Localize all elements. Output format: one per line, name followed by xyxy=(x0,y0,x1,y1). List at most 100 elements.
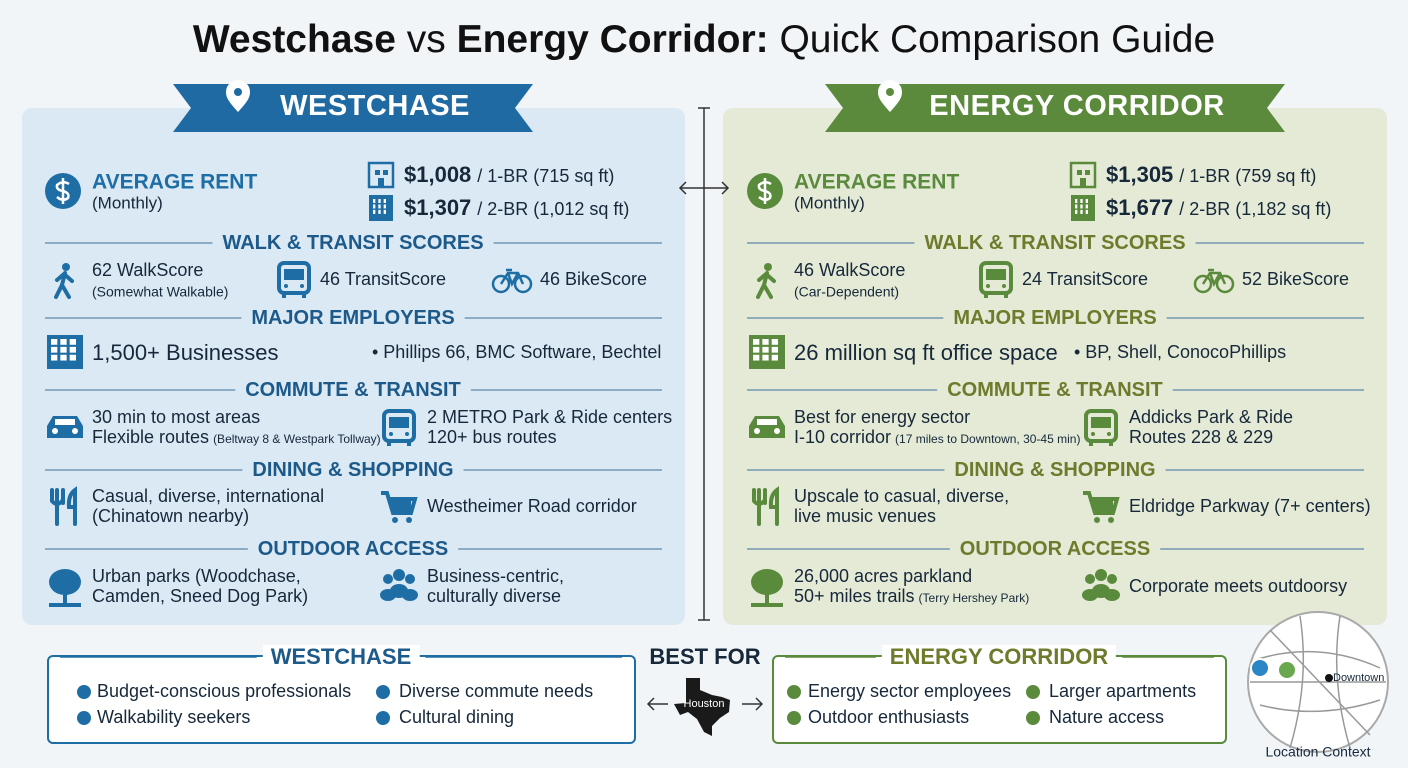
icon xyxy=(375,170,380,175)
icon xyxy=(60,339,67,345)
ribbon xyxy=(173,84,533,132)
section-heading: OUTDOOR ACCESS xyxy=(257,538,449,560)
detail-line: culturally diverse xyxy=(427,586,562,607)
icon xyxy=(1075,209,1078,214)
bullet-icon xyxy=(376,711,390,725)
icon xyxy=(51,346,58,353)
icon xyxy=(284,269,304,280)
arrow xyxy=(646,697,764,711)
text: Westheimer Road corridor xyxy=(427,496,637,517)
detail-line: Casual, diverse, international xyxy=(92,486,325,507)
detail-line: Urban parks (Woodchase, xyxy=(92,566,301,587)
panel-bg xyxy=(22,108,685,625)
title-part: Quick Comparison Guide xyxy=(779,18,1216,61)
detail-line: Camden, Sneed Dog Park) xyxy=(92,586,309,607)
rent-price: $1,307 xyxy=(404,194,472,220)
detail-line: (Chinatown nearby) xyxy=(92,506,249,527)
icon xyxy=(277,261,311,295)
texas-map xyxy=(674,678,730,736)
bullet-icon xyxy=(376,685,390,699)
detail-line: Westheimer Road corridor xyxy=(427,496,637,517)
icon xyxy=(282,293,306,298)
detail-line: Eldridge Parkway (7+ centers) xyxy=(1129,496,1371,517)
rent-price: $1,677 xyxy=(1106,194,1174,220)
icon xyxy=(373,199,376,203)
icon xyxy=(1215,274,1235,294)
rent-row: $1,677/ 2-BR (1,182 sq ft) xyxy=(1106,194,1332,220)
icon xyxy=(378,199,381,203)
icon xyxy=(406,517,412,523)
icon xyxy=(383,199,386,203)
icon xyxy=(1071,195,1095,221)
bullet-icon xyxy=(77,711,91,725)
icon xyxy=(369,195,393,221)
title-part: Westchase xyxy=(192,18,396,61)
map-pin xyxy=(1250,658,1270,678)
employers-summary: 26 million sq ft office space xyxy=(794,339,1058,365)
employers-list: • BP, Shell, ConocoPhillips xyxy=(1074,342,1287,363)
icon xyxy=(986,269,1006,280)
map-caption: Location Context xyxy=(1265,743,1371,760)
bullet-icon xyxy=(1026,685,1040,699)
icon xyxy=(378,209,381,214)
rent-price: $1,305 xyxy=(1106,161,1174,187)
icon xyxy=(1075,204,1078,209)
icon xyxy=(771,354,778,361)
icon xyxy=(51,354,58,361)
bullet-icon xyxy=(787,711,801,725)
icon xyxy=(72,428,78,434)
map-road xyxy=(1250,615,1386,749)
icon xyxy=(51,339,58,345)
map-label: Downtown xyxy=(1333,671,1385,684)
icon xyxy=(753,354,760,361)
text: Business-centric, xyxy=(427,566,565,587)
text: Urban parks (Woodchase, xyxy=(92,566,301,587)
icon xyxy=(762,339,769,345)
score: 62 WalkScore xyxy=(92,260,204,281)
ribbon-icon xyxy=(234,88,242,96)
title-part: vs xyxy=(406,18,446,61)
score-note: (Car-Dependent) xyxy=(794,283,900,300)
text: 50+ miles trails xyxy=(794,586,915,607)
icon xyxy=(378,204,381,209)
icon xyxy=(50,486,77,526)
rent-label: AVERAGE RENT xyxy=(794,170,960,194)
texas-label: Houston xyxy=(683,697,725,710)
icon xyxy=(1080,178,1086,187)
title-part: Energy Corridor: xyxy=(456,18,769,61)
bestfor-item: Walkability seekers xyxy=(97,707,251,728)
icon xyxy=(54,271,74,299)
section-heading: OUTDOOR ACCESS xyxy=(959,538,1151,560)
icon xyxy=(1083,491,1120,515)
text: live music venues xyxy=(794,506,937,527)
bestfor-item: Larger apartments xyxy=(1049,681,1197,702)
score: 24 TransitScore xyxy=(1022,269,1149,290)
ribbon-icon xyxy=(886,88,894,96)
icon xyxy=(1093,500,1113,511)
icon xyxy=(49,569,81,595)
icon xyxy=(1085,170,1090,175)
detail-line: Best for energy sector xyxy=(794,407,970,428)
text: Routes 228 & 229 xyxy=(1129,427,1274,448)
icon xyxy=(69,354,76,361)
note: (Terry Hershey Park) xyxy=(918,591,1030,606)
bestfor-item: Nature access xyxy=(1049,707,1165,728)
bestfor-item: Budget-conscious professionals xyxy=(97,681,352,702)
detail-line: 26,000 acres parkland xyxy=(794,566,973,587)
text: Camden, Sneed Dog Park) xyxy=(92,586,309,607)
text: culturally diverse xyxy=(427,586,562,607)
icon xyxy=(381,491,418,515)
detail-line: 30 min to most areas xyxy=(92,407,260,428)
icon xyxy=(55,419,75,425)
icon xyxy=(1095,569,1107,581)
bullet-icon xyxy=(1026,711,1040,725)
rent-period: (Monthly) xyxy=(92,193,163,213)
icon xyxy=(757,419,777,425)
rent-detail: / 2-BR (1,182 sq ft) xyxy=(1179,198,1332,219)
icon xyxy=(392,517,398,523)
text: Casual, diverse, international xyxy=(92,486,325,507)
text: 26,000 acres parkland xyxy=(794,566,973,587)
